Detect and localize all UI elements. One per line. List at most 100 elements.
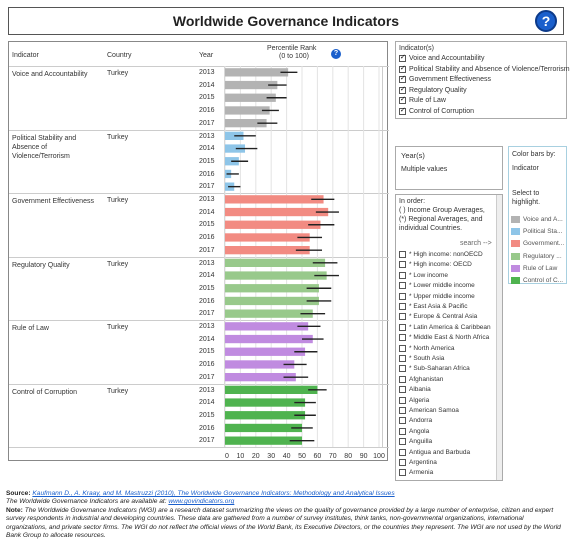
bar[interactable] [225, 233, 310, 242]
checkbox-icon[interactable] [399, 251, 406, 258]
country-filter-label: * East Asia & Pacific [409, 303, 468, 310]
bar[interactable] [225, 373, 296, 382]
rank-help-icon[interactable]: ? [331, 49, 341, 59]
color-legend-item[interactable]: Control of C... [511, 277, 563, 284]
bar[interactable] [225, 119, 267, 128]
checkbox-icon[interactable] [399, 386, 406, 394]
bar[interactable] [225, 106, 270, 115]
checkbox-icon[interactable] [399, 85, 406, 94]
checkbox-icon[interactable] [399, 438, 406, 446]
bar[interactable] [225, 68, 289, 77]
country-filter-item[interactable]: * Latin America & Caribbean [399, 323, 491, 331]
help-icon[interactable]: ? [535, 10, 557, 32]
indicator-filter-item[interactable]: Control of Corruption [399, 106, 474, 115]
checkbox-icon[interactable] [399, 292, 406, 300]
bar[interactable] [225, 258, 326, 267]
indicator-filter-item[interactable]: Political Stability and Absence of Viole… [399, 64, 570, 73]
bar[interactable] [225, 271, 327, 280]
bar[interactable] [225, 334, 313, 344]
bar[interactable] [225, 296, 319, 306]
country-filter-item[interactable]: * Lower middle income [399, 282, 475, 290]
country-filter-item[interactable]: Andorra [399, 417, 432, 425]
country-filter-item[interactable]: Anguilla [399, 438, 432, 446]
checkbox-icon[interactable] [399, 334, 406, 342]
bar[interactable] [225, 93, 276, 102]
bar[interactable] [225, 347, 306, 356]
bar[interactable] [225, 322, 309, 331]
checkbox-icon[interactable] [399, 407, 406, 414]
country-filter-item[interactable]: Afghanistan [399, 375, 443, 383]
color-legend-item[interactable]: Political Sta... [511, 228, 562, 236]
country-filter-item[interactable]: * Low income [399, 271, 448, 279]
checkbox-icon[interactable] [399, 74, 406, 83]
country-filter-item[interactable]: * Sub-Saharan Africa [399, 365, 470, 373]
country-filter-item[interactable]: Argentina [399, 459, 437, 466]
bar[interactable] [225, 411, 306, 420]
row-separator [9, 383, 389, 385]
color-legend-item[interactable]: Regulatory ... [511, 252, 562, 260]
bar[interactable] [225, 131, 244, 140]
checkbox-icon[interactable] [399, 375, 406, 383]
checkbox-icon[interactable] [399, 53, 406, 62]
country-filter-item[interactable]: * Upper middle income [399, 292, 475, 300]
color-legend-item[interactable]: Voice and A... [511, 216, 563, 223]
checkbox-icon[interactable] [399, 344, 406, 352]
bar[interactable] [225, 195, 324, 204]
bar[interactable] [225, 385, 318, 394]
indicator-filter-item[interactable]: Government Effectiveness [399, 74, 491, 83]
checkbox-icon[interactable] [399, 261, 406, 269]
checkbox-icon[interactable] [399, 323, 406, 331]
indicator-filter-item[interactable]: Regulatory Quality [399, 85, 467, 94]
title-bar: Worldwide Governance Indicators ? [8, 7, 564, 35]
source-link[interactable]: Kaufmann D., A. Kraay, and M. Mastruzzi … [32, 490, 395, 497]
country-filter-item[interactable]: * North America [399, 344, 455, 352]
country-filter-item[interactable]: * South Asia [399, 355, 444, 362]
bar[interactable] [225, 436, 302, 445]
country-filter-scrollbar[interactable] [496, 195, 502, 480]
country-search-link[interactable]: search --> [460, 240, 492, 247]
checkbox-icon[interactable] [399, 459, 406, 466]
govindicators-link[interactable]: www.govindicators.org [168, 498, 235, 506]
checkbox-icon[interactable] [399, 417, 406, 425]
color-legend-item[interactable]: Government... [511, 240, 564, 248]
bar[interactable] [225, 220, 321, 229]
checkbox-icon[interactable] [399, 355, 406, 362]
country-filter-item[interactable]: * Middle East & North Africa [399, 334, 489, 342]
bar[interactable] [225, 246, 310, 255]
country-filter-item[interactable]: Armenia [399, 469, 433, 477]
bar[interactable] [225, 207, 329, 217]
country-filter-item[interactable]: Antigua and Barbuda [399, 448, 470, 456]
checkbox-icon[interactable] [399, 469, 406, 477]
bar[interactable] [225, 284, 319, 293]
indicator-filter-item[interactable]: Rule of Law [399, 95, 446, 104]
checkbox-icon[interactable] [399, 64, 406, 73]
checkbox-icon[interactable] [399, 106, 406, 115]
country-filter-item[interactable]: Algeria [399, 396, 429, 404]
country-filter-item[interactable]: * High income: nonOECD [399, 251, 483, 258]
bar[interactable] [225, 398, 306, 407]
checkbox-icon[interactable] [399, 282, 406, 290]
country-filter-item[interactable]: * High income: OECD [399, 261, 472, 269]
bar[interactable] [225, 80, 278, 90]
country-filter-item[interactable]: * East Asia & Pacific [399, 303, 468, 310]
checkbox-icon[interactable] [399, 303, 406, 310]
checkbox-icon[interactable] [399, 313, 406, 321]
country-filter-item[interactable]: Albania [399, 386, 431, 394]
checkbox-icon[interactable] [399, 396, 406, 404]
year-filter-value[interactable]: Multiple values [401, 166, 448, 173]
indicator-filter-item[interactable]: Voice and Accountability [399, 53, 485, 62]
color-legend-item[interactable]: Rule of Law [511, 264, 557, 272]
bar[interactable] [225, 309, 313, 318]
country-filter-item[interactable]: Angola [399, 427, 429, 435]
checkbox-icon[interactable] [399, 271, 406, 279]
checkbox-icon[interactable] [399, 95, 406, 104]
checkbox-icon[interactable] [399, 427, 406, 435]
bar[interactable] [225, 360, 295, 369]
bar[interactable] [225, 144, 246, 153]
checkbox-icon[interactable] [399, 448, 406, 456]
country-filter-item[interactable]: * Europe & Central Asia [399, 313, 477, 321]
year-label: 2017 [199, 437, 215, 445]
bar[interactable] [225, 423, 302, 433]
country-filter-item[interactable]: American Samoa [399, 407, 459, 414]
checkbox-icon[interactable] [399, 365, 406, 373]
